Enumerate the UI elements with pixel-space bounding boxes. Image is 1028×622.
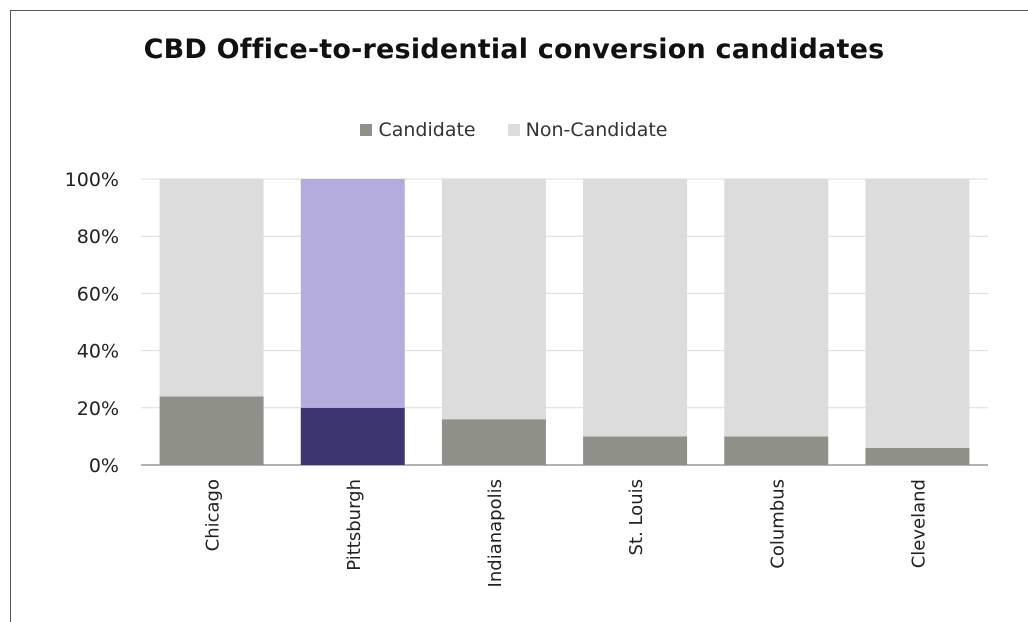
x-tick-label-chicago: Chicago <box>203 479 224 551</box>
legend-label-candidate: Candidate <box>378 119 476 141</box>
legend-swatch-candidate <box>360 124 373 136</box>
bar-pittsburgh-candidate <box>300 407 405 465</box>
chart-title: CBD Office-to-residential conversion can… <box>143 34 885 65</box>
y-tick-label-60pct: 60% <box>77 283 119 305</box>
y-tick-label-0pct: 0% <box>89 455 119 477</box>
x-tick-label-cleveland: Cleveland <box>908 479 929 568</box>
bar-indianapolis-non-candidate <box>441 179 546 420</box>
y-tick-label-80pct: 80% <box>77 226 119 248</box>
x-tick-label-pittsburgh: Pittsburgh <box>344 479 365 571</box>
bar-chicago-candidate <box>159 396 264 465</box>
y-tick-label-40pct: 40% <box>77 341 119 363</box>
legend-label-non-candidate: Non-Candidate <box>525 119 668 141</box>
legend-item-non-candidate: Non-Candidate <box>507 119 668 141</box>
bar-chicago-non-candidate <box>159 179 264 397</box>
legend-swatch-non-candidate <box>507 124 520 136</box>
bar-indianapolis-candidate <box>441 419 546 465</box>
y-tick-label-20pct: 20% <box>77 398 119 420</box>
bar-columbus-non-candidate <box>724 179 829 437</box>
x-tick-label-indianapolis: Indianapolis <box>485 479 506 587</box>
bar-st-louis-non-candidate <box>583 179 688 437</box>
bar-cleveland-non-candidate <box>865 179 970 448</box>
bar-st-louis-candidate <box>583 436 688 465</box>
chart-frame <box>10 10 1028 622</box>
chart-legend: Candidate Non-Candidate <box>0 119 1028 141</box>
x-tick-label-columbus: Columbus <box>767 479 788 569</box>
x-tick-label-st-louis: St. Louis <box>626 479 647 555</box>
legend-item-candidate: Candidate <box>360 119 476 141</box>
bar-cleveland-candidate <box>865 447 970 465</box>
bar-pittsburgh-non-candidate <box>300 179 405 408</box>
bar-columbus-candidate <box>724 436 829 465</box>
y-tick-label-100pct: 100% <box>65 169 119 191</box>
